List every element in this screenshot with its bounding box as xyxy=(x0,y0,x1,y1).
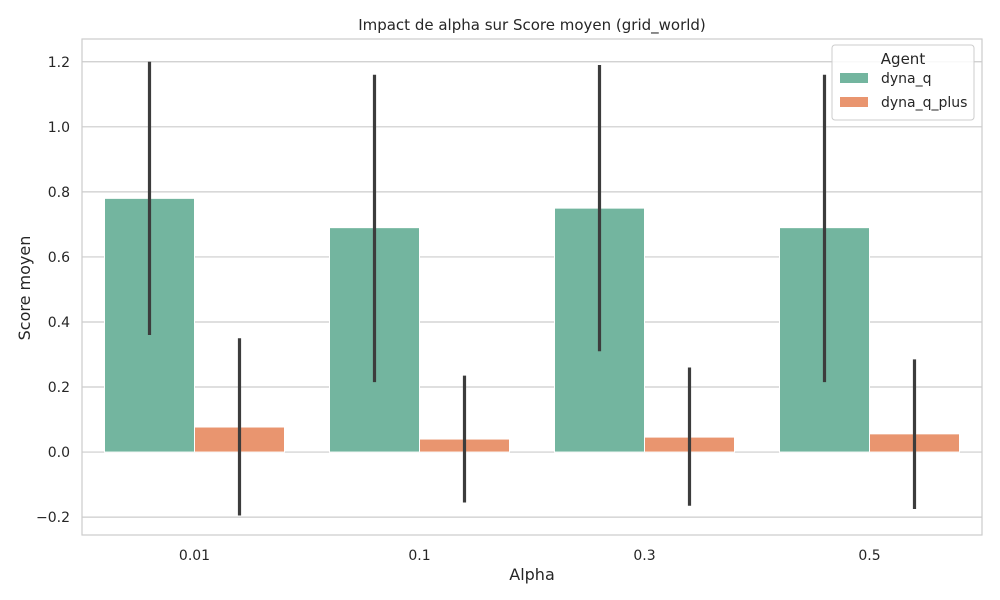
y-tick-label: 1.0 xyxy=(48,120,70,136)
legend-label-dyna_q: dyna_q xyxy=(881,71,932,87)
y-tick-label: 0.6 xyxy=(48,250,70,266)
x-axis-label: Alpha xyxy=(509,565,555,584)
x-tick-label: 0.01 xyxy=(179,548,210,564)
y-tick-label: 0.4 xyxy=(48,315,70,331)
x-tick-label: 0.3 xyxy=(633,548,655,564)
x-tick-label: 0.1 xyxy=(408,548,430,564)
legend-title: Agent xyxy=(881,50,926,68)
legend: Agent dyna_q dyna_q_plus xyxy=(831,44,975,121)
y-axis-label: Score moyen xyxy=(15,236,34,341)
y-tick-label: 0.8 xyxy=(48,185,70,201)
legend-label-dyna_q_plus: dyna_q_plus xyxy=(881,95,967,111)
y-tick-labels: −0.2 0.0 0.2 0.4 0.6 0.8 1.0 1.2 xyxy=(36,55,70,526)
y-tick-label: −0.2 xyxy=(36,510,70,526)
plot-frame xyxy=(81,38,983,536)
legend-items: dyna_q dyna_q_plus xyxy=(840,71,967,111)
legend-swatch-dyna_q xyxy=(840,73,868,83)
bars-layer xyxy=(104,197,960,453)
x-tick-label: 0.5 xyxy=(858,548,880,564)
y-tick-label: 0.2 xyxy=(48,380,70,396)
y-tick-label: 1.2 xyxy=(48,55,70,71)
y-tick-label: 0.0 xyxy=(48,445,70,461)
legend-swatch-dyna_q_plus xyxy=(840,97,868,107)
x-tick-labels: 0.01 0.1 0.3 0.5 xyxy=(179,548,881,564)
error-bars-layer xyxy=(147,61,917,516)
chart-title: Impact de alpha sur Score moyen (grid_wo… xyxy=(358,16,706,35)
